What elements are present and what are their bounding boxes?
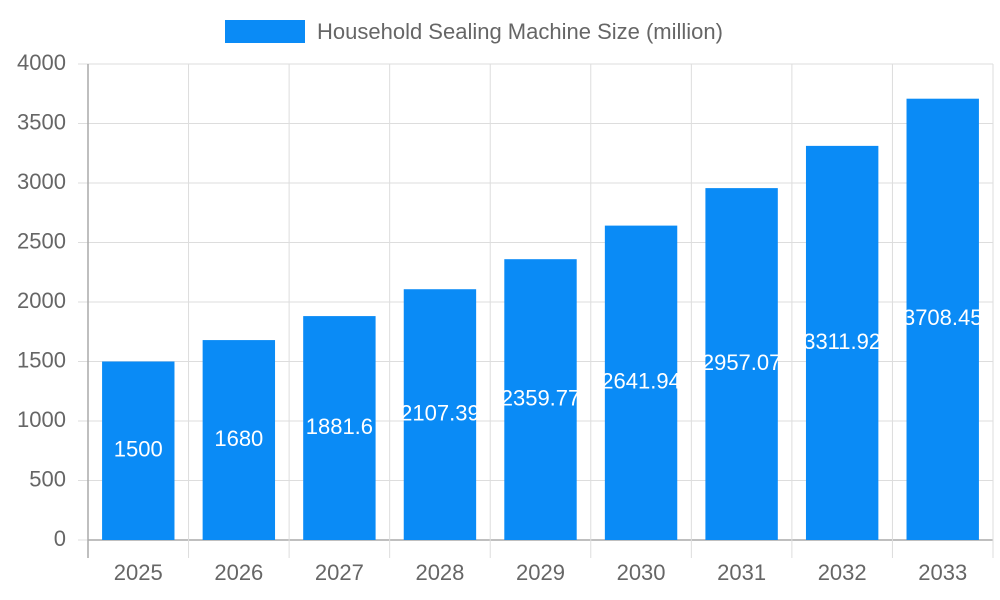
x-tick-label: 2032 [818, 560, 867, 585]
legend-swatch [225, 20, 305, 43]
x-tick-label: 2031 [717, 560, 766, 585]
x-tick-label: 2027 [315, 560, 364, 585]
bar [202, 340, 276, 540]
y-tick-label: 1500 [17, 347, 66, 372]
x-tick-label: 2033 [918, 560, 967, 585]
bar [504, 259, 577, 540]
data-label: 1680 [214, 426, 263, 451]
x-tick-label: 2025 [114, 560, 163, 585]
y-tick-label: 0 [54, 526, 66, 551]
bar [102, 361, 175, 540]
x-tick-label: 2030 [617, 560, 666, 585]
data-label: 2641.94 [601, 369, 681, 394]
bar [705, 188, 778, 540]
data-label: 2107.39 [400, 400, 480, 425]
legend-label: Household Sealing Machine Size (million) [317, 19, 723, 44]
x-tick-label: 2028 [415, 560, 464, 585]
data-label: 2957.07 [702, 350, 782, 375]
bar [403, 289, 477, 540]
y-tick-label: 2500 [17, 228, 66, 253]
data-label: 1881.6 [306, 414, 373, 439]
y-tick-label: 500 [29, 466, 66, 491]
y-tick-label: 2000 [17, 288, 66, 313]
bar [303, 316, 376, 540]
bar [805, 145, 879, 540]
y-tick-label: 3500 [17, 109, 66, 134]
y-tick-label: 1000 [17, 407, 66, 432]
y-tick-label: 3000 [17, 169, 66, 194]
data-label: 3708.45 [903, 305, 983, 330]
data-label: 1500 [114, 437, 163, 462]
data-label: 3311.92 [803, 329, 881, 354]
x-tick-label: 2029 [516, 560, 565, 585]
x-tick-label: 2026 [214, 560, 263, 585]
data-label: 2359.77 [501, 385, 581, 410]
bar [906, 98, 979, 540]
y-tick-label: 4000 [17, 50, 66, 75]
bar [604, 225, 678, 541]
